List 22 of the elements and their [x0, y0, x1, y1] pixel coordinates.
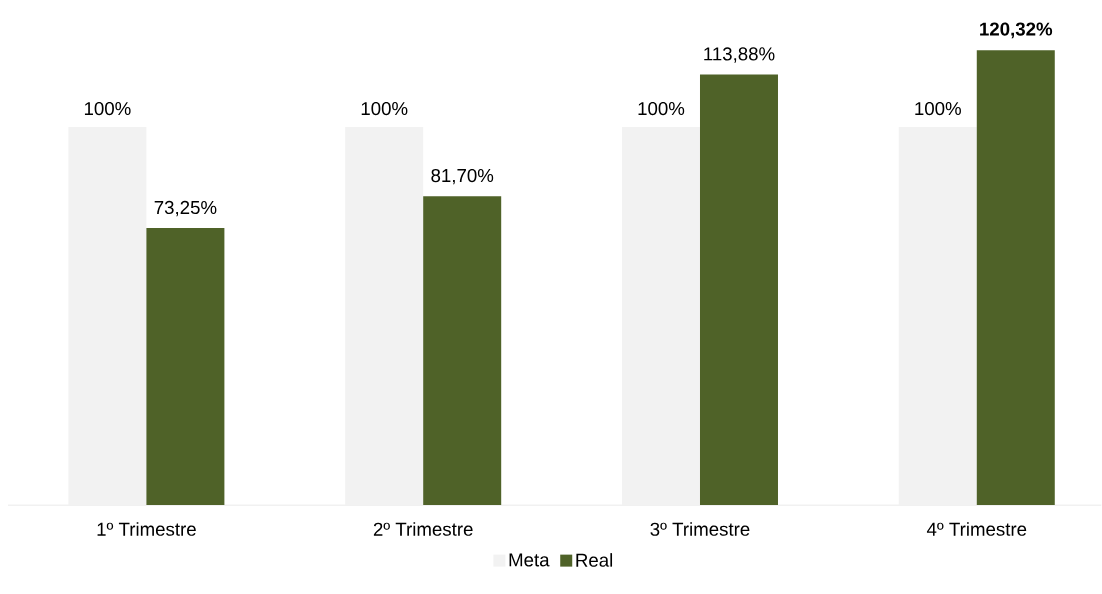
bar — [68, 127, 147, 505]
x-tick-label: 3º Trimestre — [650, 522, 750, 536]
legend-label: Meta — [509, 553, 550, 567]
bar — [345, 127, 424, 505]
x-tick-label: 4º Trimestre — [926, 522, 1027, 536]
data-label: 100% — [915, 101, 961, 116]
data-label: 113,88% — [704, 47, 775, 63]
bar — [976, 50, 1055, 505]
bar — [898, 127, 977, 505]
data-label: 81,70% — [431, 168, 494, 185]
data-label: 120,32% — [980, 22, 1053, 39]
x-tick-label: 1º Trimestre — [97, 522, 196, 536]
bar — [423, 196, 502, 505]
data-label: 73,25% — [154, 200, 217, 217]
bar — [621, 127, 700, 505]
legend-label: Real — [576, 553, 613, 567]
bar — [699, 74, 778, 505]
bar — [146, 228, 225, 505]
data-label: 100% — [638, 101, 685, 116]
data-label: 100% — [84, 101, 131, 116]
data-label: 100% — [361, 101, 408, 116]
x-tick-label: 2º Trimestre — [373, 522, 473, 536]
